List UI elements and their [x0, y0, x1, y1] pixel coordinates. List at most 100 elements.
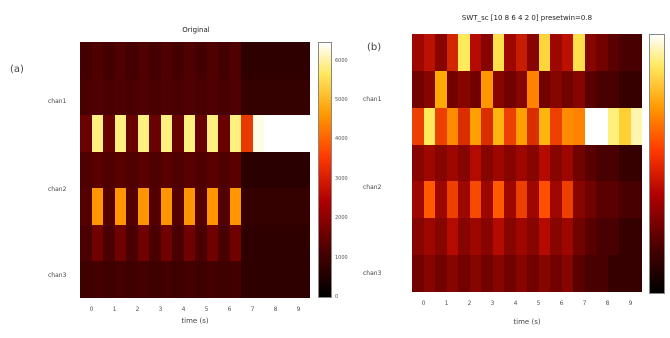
heatmap-cell	[596, 34, 608, 72]
heatmap-cell	[252, 188, 265, 227]
heatmap-cell	[527, 34, 539, 72]
heatmap-cell	[298, 151, 310, 190]
heatmap-cell	[412, 181, 424, 220]
heatmap-cell	[573, 144, 585, 183]
heatmap-cell	[137, 78, 150, 117]
heatmap-cell	[172, 115, 184, 154]
heatmap-cell	[550, 218, 562, 257]
heatmap-cell	[195, 224, 207, 263]
heatmap-cell	[561, 144, 574, 183]
heatmap-cell	[241, 78, 253, 117]
heatmap-swt	[412, 34, 642, 292]
heatmap-cell	[137, 42, 150, 80]
heatmap-cell	[183, 42, 196, 80]
heatmap-cell	[298, 115, 310, 154]
heatmap-cell	[584, 218, 597, 257]
heatmap-cell	[630, 70, 642, 109]
heatmap-cell	[80, 188, 92, 227]
heatmap-cell	[458, 34, 470, 72]
heatmap-cell	[596, 70, 608, 109]
panel-swt: (b) SWT_sc [10 8 6 4 2 0] presetwin=0.8 …	[345, 0, 670, 338]
heatmap-cell	[264, 42, 276, 80]
x-tick-label: 7	[582, 300, 587, 307]
heatmap-cell	[481, 255, 493, 292]
x-tick-label: 2	[467, 300, 472, 307]
heatmap-cell	[172, 42, 184, 80]
heatmap-cell	[149, 78, 161, 117]
heatmap-cell	[469, 144, 482, 183]
heatmap-cell	[298, 42, 310, 80]
heatmap-cell	[91, 188, 104, 227]
heatmap-cell	[481, 107, 493, 146]
heatmap-cell	[126, 151, 138, 190]
heatmap-cell	[160, 224, 173, 263]
heatmap-cell	[412, 144, 424, 183]
heatmap-cell	[103, 115, 115, 154]
heatmap-cell	[458, 181, 470, 220]
heatmap-cell	[446, 107, 459, 146]
x-axis-label-original: time (s)	[181, 317, 209, 325]
x-tick-label: 4	[181, 306, 186, 313]
heatmap-cell	[206, 188, 219, 227]
heatmap-cell	[218, 115, 230, 154]
heatmap-cell	[160, 261, 173, 298]
heatmap-cell	[149, 115, 161, 154]
heatmap-cell	[229, 115, 242, 154]
panel-original: (a) Original chan1 chan2 chan3 0 1 2 3 4 5 6 7 8…	[10, 26, 348, 325]
heatmap-cell	[149, 224, 161, 263]
heatmap-cell	[172, 261, 184, 298]
heatmap-cell	[561, 181, 574, 220]
heatmap-cell	[206, 224, 219, 263]
heatmap-cell	[492, 181, 505, 220]
heatmap-cell	[630, 34, 642, 72]
heatmap-cell	[275, 224, 288, 263]
heatmap-cell	[264, 188, 276, 227]
heatmap-cell	[596, 144, 608, 183]
heatmap-original	[80, 42, 310, 298]
heatmap-cell	[80, 78, 92, 117]
heatmap-cell	[550, 144, 562, 183]
heatmap-cell	[423, 107, 436, 146]
heatmap-cell	[527, 70, 539, 109]
heatmap-cell	[137, 151, 150, 190]
heatmap-cell	[126, 42, 138, 80]
heatmap-cell	[504, 255, 516, 292]
heatmap-cell	[229, 42, 242, 80]
heatmap-cell	[481, 181, 493, 220]
heatmap-cell	[149, 42, 161, 80]
x-tick-label: 8	[605, 300, 610, 307]
heatmap-cell	[149, 188, 161, 227]
colorbar-original	[318, 42, 332, 298]
heatmap-cell	[241, 151, 253, 190]
heatmap-cell	[91, 78, 104, 117]
heatmap-cell	[287, 151, 299, 190]
heatmap-cell	[607, 107, 620, 146]
heatmap-cell	[287, 261, 299, 298]
heatmap-cell	[412, 34, 424, 72]
heatmap-cell	[469, 218, 482, 257]
heatmap-cell	[446, 70, 459, 109]
heatmap-cell	[515, 255, 528, 292]
heatmap-cell	[538, 218, 551, 257]
heatmap-cell	[504, 218, 516, 257]
heatmap-cell	[458, 70, 470, 109]
heatmap-cell	[423, 144, 436, 183]
heatmap-cell	[423, 255, 436, 292]
heatmap-cell	[160, 78, 173, 117]
heatmap-cell	[481, 70, 493, 109]
x-tick-label: 2	[135, 306, 140, 313]
heatmap-cell	[252, 42, 265, 80]
heatmap-cell	[80, 224, 92, 263]
heatmap-cell	[287, 42, 299, 80]
heatmap-cell	[481, 218, 493, 257]
heatmap-cell	[573, 218, 585, 257]
heatmap-cell	[527, 107, 539, 146]
heatmap-cell	[206, 78, 219, 117]
heatmap-cell	[596, 107, 608, 146]
heatmap-cell	[264, 115, 276, 154]
heatmap-cell	[80, 151, 92, 190]
heatmap-cell	[619, 181, 631, 220]
heatmap-cell	[160, 151, 173, 190]
colorbar-tick-label: 4000	[335, 136, 348, 143]
heatmap-cell	[103, 188, 115, 227]
